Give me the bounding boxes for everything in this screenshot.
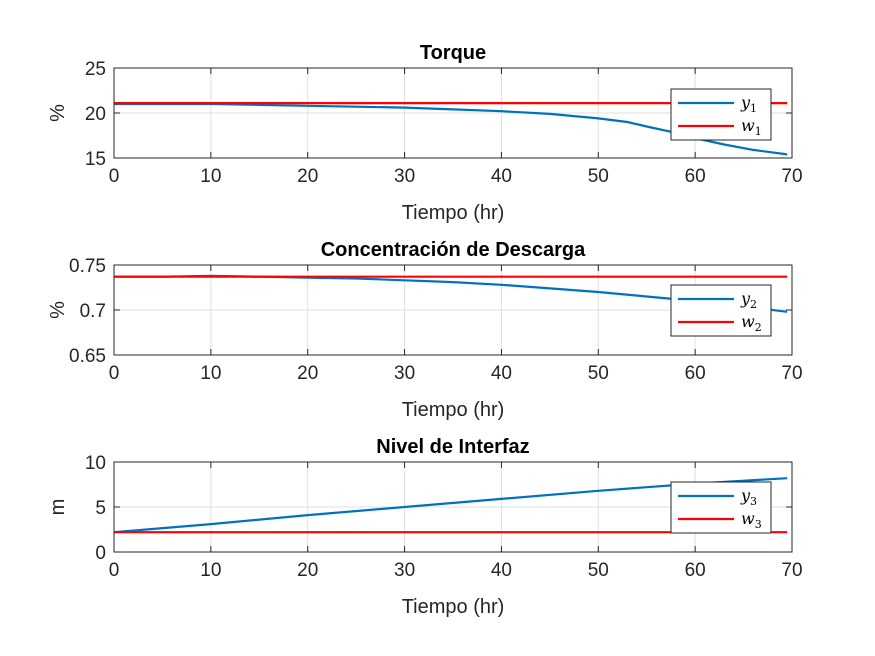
x-tick-label: 0 bbox=[109, 363, 120, 384]
x-tick-label: 30 bbox=[394, 363, 415, 384]
x-axis-label: Tiempo (hr) bbox=[402, 399, 505, 421]
y-tick-label: 5 bbox=[95, 498, 106, 519]
y-tick-label: 25 bbox=[85, 59, 106, 80]
x-tick-label: 70 bbox=[781, 166, 802, 187]
y-tick-label: 15 bbox=[85, 149, 106, 170]
legend-entry-y2: y2 bbox=[740, 289, 757, 311]
legend-entry-subscript: 1 bbox=[750, 102, 757, 115]
chart-title: Concentración de Descarga bbox=[321, 239, 586, 261]
x-tick-label: 20 bbox=[297, 363, 318, 384]
legend-entry-name: w bbox=[741, 312, 755, 331]
x-tick-label: 10 bbox=[200, 166, 221, 187]
legend-entry-name: w bbox=[741, 509, 755, 528]
chart-title: Torque bbox=[420, 42, 486, 64]
legend-entry-name: y bbox=[740, 289, 751, 308]
legend-entry-y1: y1 bbox=[740, 93, 757, 115]
x-tick-label: 20 bbox=[297, 166, 318, 187]
legend-entry-subscript: 3 bbox=[750, 495, 757, 508]
x-tick-label: 40 bbox=[491, 560, 512, 581]
legend-entry-name: y bbox=[740, 486, 751, 505]
y-tick-label: 20 bbox=[85, 104, 106, 125]
y-axis-label: m bbox=[47, 499, 69, 516]
legend-entry-w2: w2 bbox=[741, 312, 762, 334]
x-tick-label: 50 bbox=[588, 166, 609, 187]
x-tick-label: 0 bbox=[109, 560, 120, 581]
legend-box bbox=[670, 284, 772, 337]
x-tick-label: 30 bbox=[394, 166, 415, 187]
y-tick-label: 0.7 bbox=[80, 301, 106, 322]
legend-box bbox=[670, 481, 772, 534]
legend-entry-name: w bbox=[741, 116, 755, 135]
x-tick-label: 40 bbox=[491, 363, 512, 384]
x-tick-label: 0 bbox=[109, 166, 120, 187]
legend-entry-subscript: 2 bbox=[755, 321, 762, 334]
x-axis-label: Tiempo (hr) bbox=[402, 596, 505, 618]
y-axis-label: % bbox=[47, 104, 69, 122]
x-tick-label: 70 bbox=[781, 363, 802, 384]
x-tick-label: 70 bbox=[781, 560, 802, 581]
x-tick-label: 50 bbox=[588, 560, 609, 581]
legend-entry-w3: w3 bbox=[741, 509, 762, 531]
y-tick-label: 10 bbox=[85, 453, 106, 474]
legend-box bbox=[670, 88, 772, 141]
x-tick-label: 20 bbox=[297, 560, 318, 581]
legend-entry-name: y bbox=[740, 93, 751, 112]
y-tick-label: 0.65 bbox=[69, 346, 106, 367]
legend-entry-subscript: 2 bbox=[750, 298, 757, 311]
x-tick-label: 60 bbox=[685, 363, 706, 384]
x-tick-label: 60 bbox=[685, 166, 706, 187]
y-tick-label: 0.75 bbox=[69, 256, 106, 277]
x-tick-label: 30 bbox=[394, 560, 415, 581]
x-axis-label: Tiempo (hr) bbox=[402, 202, 505, 224]
chart-panel-2: 0 10 20 30 40 50 60 70 0.65 0.7 0.75 Concentración … bbox=[47, 239, 803, 421]
chart-panel-3: 0 10 20 30 40 50 60 70 0 5 10 Nivel de Interfaz Tiem… bbox=[47, 436, 803, 618]
legend-entry-y3: y3 bbox=[740, 486, 757, 508]
legend-entry-w1: w1 bbox=[741, 116, 762, 138]
x-tick-label: 10 bbox=[200, 560, 221, 581]
chart-title: Nivel de Interfaz bbox=[376, 436, 529, 458]
y-tick-label: 0 bbox=[95, 543, 106, 564]
y-axis-label: % bbox=[47, 301, 69, 319]
x-tick-label: 10 bbox=[200, 363, 221, 384]
x-tick-label: 40 bbox=[491, 166, 512, 187]
legend-entry-subscript: 3 bbox=[755, 518, 762, 531]
x-tick-label: 50 bbox=[588, 363, 609, 384]
chart-panel-1: 0 10 20 30 40 50 60 70 15 20 25 Torque Tiempo (hr)% y… bbox=[47, 42, 803, 224]
x-tick-label: 60 bbox=[685, 560, 706, 581]
legend-entry-subscript: 1 bbox=[755, 125, 762, 138]
